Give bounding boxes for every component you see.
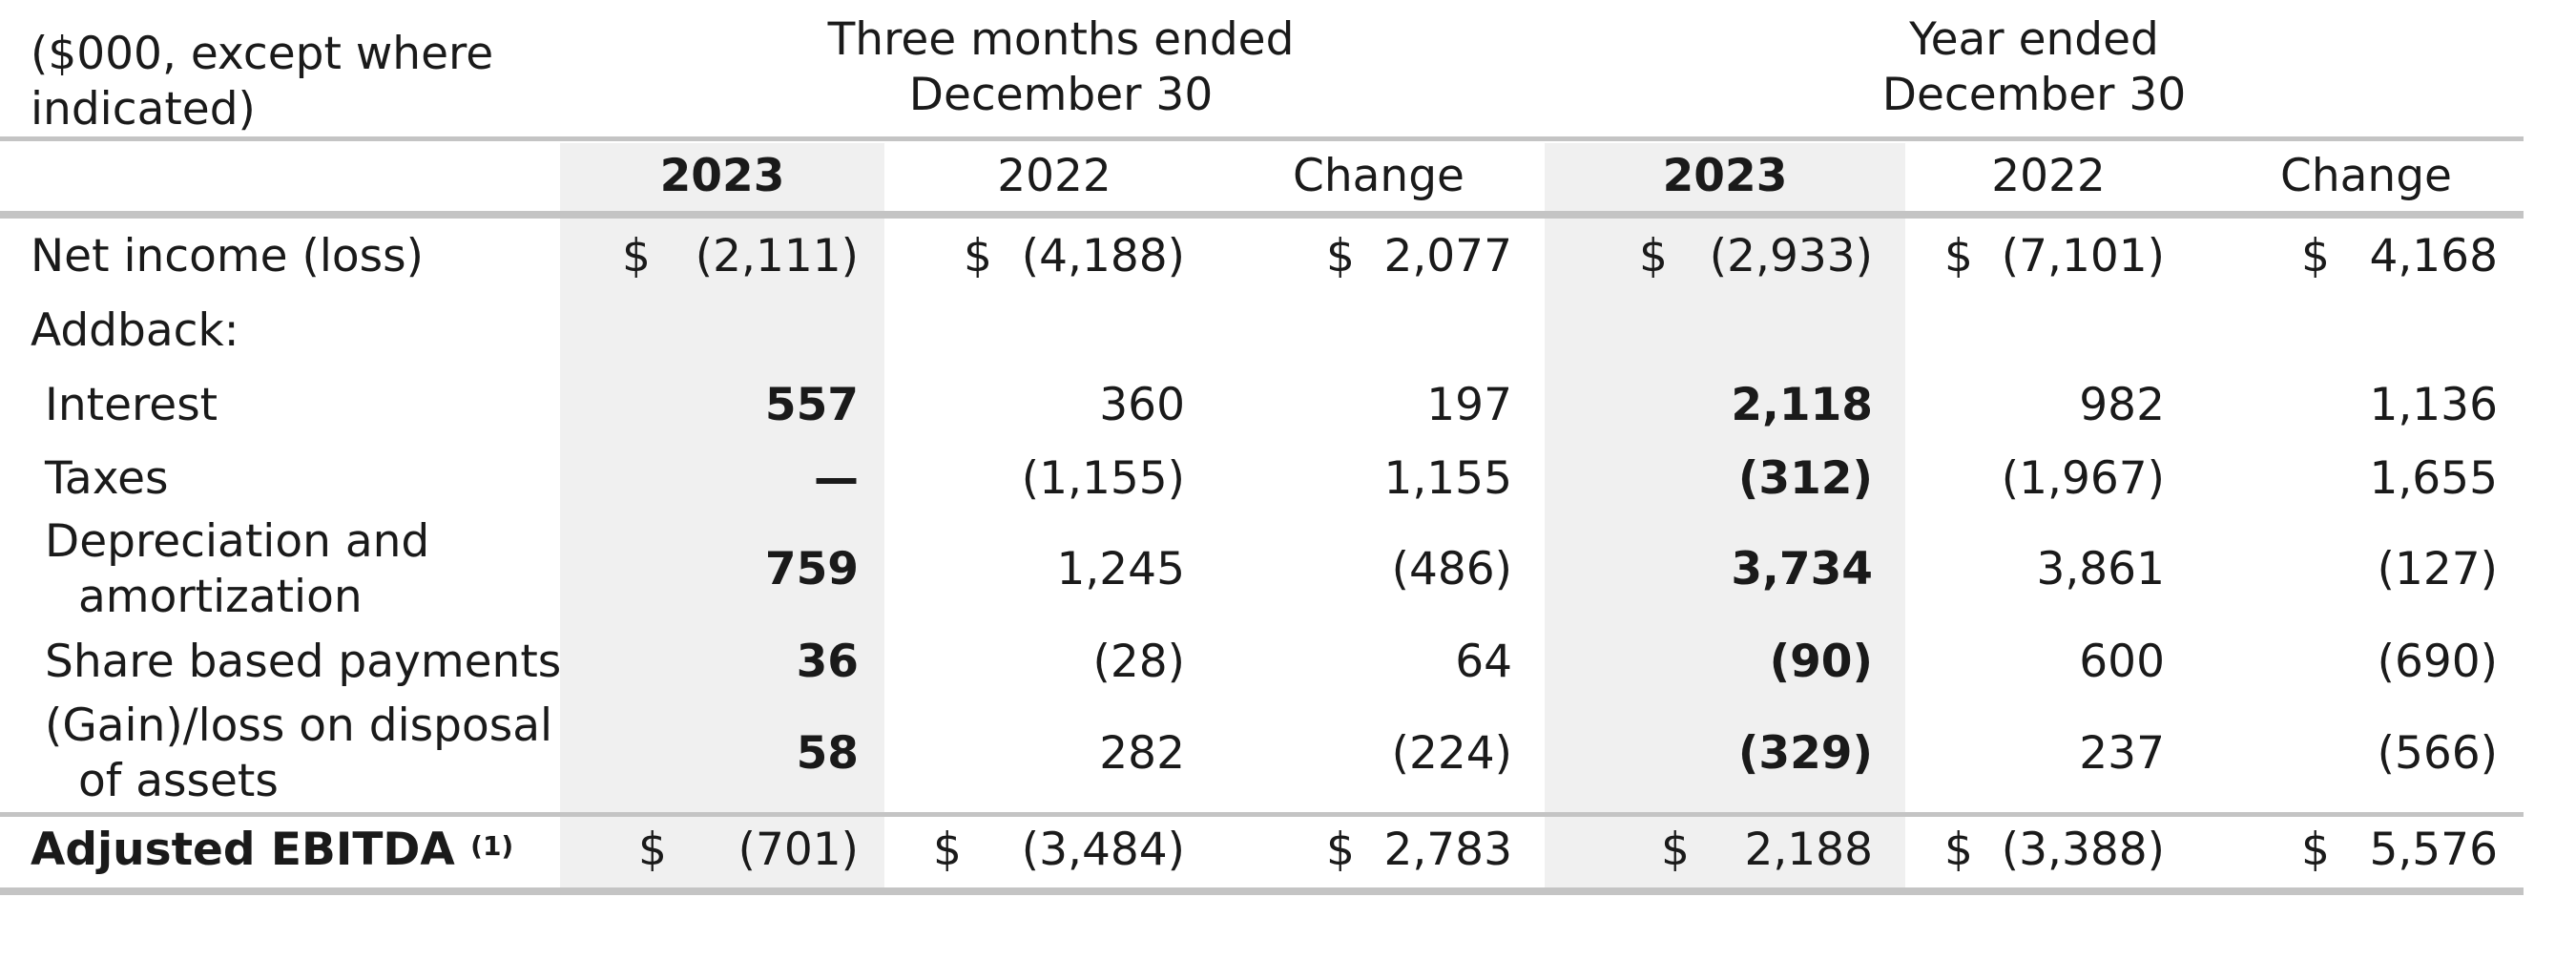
column-header-q4-change: Change (1293, 150, 1465, 202)
table-cell: (4,188) (1021, 230, 1185, 282)
table-cell: (690) (2377, 636, 2498, 688)
table-cell: 4,168 (2369, 230, 2498, 282)
table-cell: (127) (2377, 543, 2498, 595)
row-label-depreciation-line-1: Depreciation and (45, 515, 430, 568)
column-header-q4-2023: 2023 (659, 150, 785, 202)
dollar-sign: $ (638, 824, 667, 876)
highlight-column-fy-2023 (1545, 143, 1905, 887)
footnote-marker: (1) (470, 830, 514, 862)
table-cell: 2,077 (1383, 230, 1512, 282)
table-cell: (1,967) (2001, 452, 2165, 505)
dollar-sign: $ (622, 230, 651, 282)
table-cell: (1,155) (1021, 452, 1185, 505)
table-cell: 2,118 (1731, 379, 1873, 431)
dollar-sign: $ (1944, 824, 1973, 876)
table-cell: 1,136 (2369, 379, 2498, 431)
table-cell: (7,101) (2001, 230, 2165, 282)
table-cell: 36 (796, 636, 859, 688)
table-cell: 64 (1455, 636, 1512, 688)
row-label-net-income: Net income (loss) (31, 230, 424, 282)
table-cell: 360 (1099, 379, 1185, 431)
table-cell: 197 (1426, 379, 1512, 431)
group-header-year-line-1: Year ended (1909, 13, 2159, 66)
column-header-fy-2023: 2023 (1662, 150, 1788, 202)
table-cell: 58 (796, 727, 859, 780)
column-header-fy-2022: 2022 (1991, 150, 2106, 202)
table-cell: (224) (1391, 727, 1512, 780)
rule-above-total (0, 812, 2524, 817)
table-cell: (486) (1391, 543, 1512, 595)
table-cell: (566) (2377, 727, 2498, 780)
highlight-column-q4-2023 (560, 143, 884, 887)
dollar-sign: $ (2301, 230, 2330, 282)
units-label-line-1: ($000, except where (31, 28, 494, 80)
table-cell: 2,188 (1744, 824, 1873, 876)
row-label-share-based: Share based payments (45, 636, 562, 688)
table-cell: 600 (2079, 636, 2165, 688)
dollar-sign: $ (1944, 230, 1973, 282)
row-label-adjusted-ebitda: Adjusted EBITDA (1) (31, 824, 514, 876)
dollar-sign: $ (1326, 230, 1355, 282)
table-cell: 1,245 (1056, 543, 1185, 595)
table-cell: 759 (764, 543, 859, 595)
table-cell: (312) (1737, 452, 1873, 505)
group-header-three-months-line-2: December 30 (908, 69, 1214, 121)
table-cell: 1,655 (2369, 452, 2498, 505)
row-label-taxes: Taxes (45, 452, 169, 505)
dollar-sign: $ (933, 824, 962, 876)
row-label-depreciation-line-2: amortization (78, 571, 363, 623)
table-cell: 3,734 (1731, 543, 1873, 595)
table-cell: — (814, 452, 859, 505)
rule-below-total (0, 887, 2524, 895)
row-label-gain-loss-line-2: of assets (78, 755, 279, 807)
dollar-sign: $ (2301, 824, 2330, 876)
column-header-q4-2022: 2022 (997, 150, 1111, 202)
column-header-fy-change: Change (2280, 150, 2452, 202)
table-cell: (90) (1769, 636, 1873, 688)
row-label-interest: Interest (45, 379, 218, 431)
table-cell: 2,783 (1383, 824, 1512, 876)
table-cell: (2,111) (695, 230, 859, 282)
dollar-sign: $ (964, 230, 992, 282)
dollar-sign: $ (1326, 824, 1355, 876)
table-cell: (3,388) (2001, 824, 2165, 876)
table-cell: 5,576 (2369, 824, 2498, 876)
table-cell: 557 (764, 379, 859, 431)
rule-under-column-headers (0, 211, 2524, 219)
dollar-sign: $ (1639, 230, 1668, 282)
table-cell: 1,155 (1383, 452, 1512, 505)
table-cell: (3,484) (1021, 824, 1185, 876)
table-cell: 3,861 (2036, 543, 2165, 595)
table-cell: (701) (737, 824, 859, 876)
group-header-year-line-2: December 30 (1881, 69, 2187, 121)
table-cell: 237 (2079, 727, 2165, 780)
table-cell: (28) (1092, 636, 1185, 688)
dollar-sign: $ (1661, 824, 1690, 876)
table-cell: (329) (1737, 727, 1873, 780)
units-label-line-2: indicated) (31, 83, 256, 136)
row-label-gain-loss-line-1: (Gain)/loss on disposal (45, 699, 553, 752)
rule-under-group-headers (0, 136, 2524, 141)
table-cell: 282 (1099, 727, 1185, 780)
table-cell: 982 (2079, 379, 2165, 431)
table-cell: (2,933) (1709, 230, 1873, 282)
group-header-three-months-line-1: Three months ended (827, 13, 1295, 66)
row-label-addback: Addback: (31, 304, 239, 357)
